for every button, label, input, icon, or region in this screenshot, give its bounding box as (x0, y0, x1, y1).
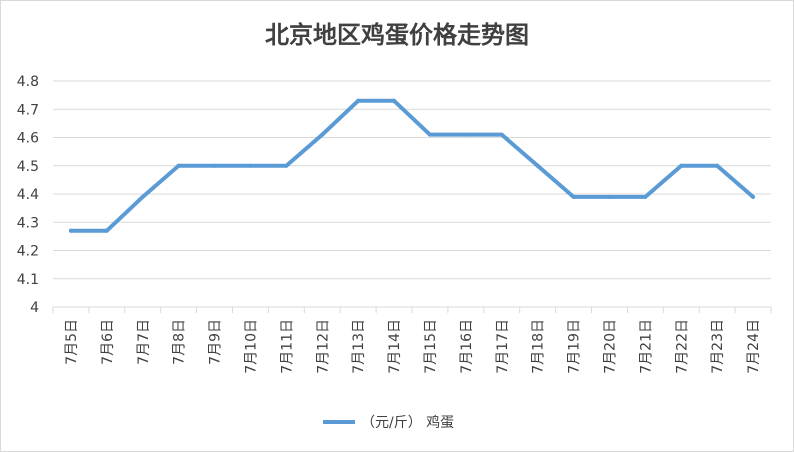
x-tick-label: 7月13日 (351, 319, 367, 374)
grid-layer (53, 80, 771, 280)
x-tick-label: 7月19日 (567, 319, 583, 374)
data-point (427, 132, 432, 137)
data-point (715, 163, 720, 168)
y-tick-label: 4.2 (17, 244, 39, 260)
x-tick-label: 7月14日 (387, 319, 403, 374)
y-tick-label: 4.1 (17, 272, 39, 288)
data-point (571, 194, 576, 199)
data-point (284, 163, 289, 168)
y-tick-label: 4.6 (17, 131, 39, 147)
x-tick-label: 7月16日 (459, 319, 475, 374)
chart-title: 北京地区鸡蛋价格走势图 (265, 21, 529, 49)
y-tick-layer: 4 4.1 4.2 4.3 4.4 4.5 4.6 4.7 4.8 (17, 74, 39, 316)
x-tick-label: 7月22日 (674, 319, 690, 374)
x-tick-label: 7月15日 (423, 319, 439, 374)
data-point (607, 194, 612, 199)
data-point (68, 228, 73, 233)
y-tick-label: 4.3 (17, 215, 39, 231)
y-tick-label: 4.4 (17, 187, 39, 203)
data-point (248, 163, 253, 168)
x-tick-label: 7月12日 (315, 319, 331, 374)
x-tick-label: 7月6日 (100, 319, 116, 365)
x-tick-label: 7月18日 (531, 319, 547, 374)
x-tick-label: 7月24日 (746, 319, 762, 374)
data-point (463, 132, 468, 137)
y-tick-label: 4.8 (17, 74, 39, 90)
data-point (320, 132, 325, 137)
x-tick-label: 7月7日 (136, 319, 152, 365)
series-line (68, 98, 756, 233)
data-point (392, 98, 397, 103)
x-tick-label: 7月17日 (495, 319, 511, 374)
x-tick-label: 7月21日 (638, 319, 654, 374)
x-tick-label: 7月5日 (64, 319, 80, 365)
x-tick-label: 7月10日 (243, 319, 259, 374)
data-point (104, 228, 109, 233)
x-tick-label: 7月23日 (710, 319, 726, 374)
x-tick-label: 7月11日 (279, 319, 295, 374)
data-point (176, 163, 181, 168)
x-axis-layer: 7月5日 7月6日 7月7日 7月8日 7月9日 7月10日 7月11日 7月12日 7月13日… (52, 306, 772, 374)
data-point (212, 163, 217, 168)
legend: （元/斤） 鸡蛋 (323, 414, 454, 431)
series-layer (68, 98, 756, 233)
data-point (499, 132, 504, 137)
legend-label: （元/斤） 鸡蛋 (361, 414, 454, 431)
x-tick-label: 7月20日 (602, 319, 618, 374)
x-tick-label: 7月9日 (208, 319, 224, 365)
y-tick-label: 4.7 (17, 102, 39, 118)
y-tick-label: 4.5 (17, 159, 39, 175)
data-point (535, 163, 540, 168)
x-tick-label: 7月8日 (172, 319, 188, 365)
data-point (643, 194, 648, 199)
data-point (140, 194, 145, 199)
data-point (356, 98, 361, 103)
y-tick-label: 4 (30, 300, 39, 316)
data-point (751, 194, 756, 199)
data-point (679, 163, 684, 168)
